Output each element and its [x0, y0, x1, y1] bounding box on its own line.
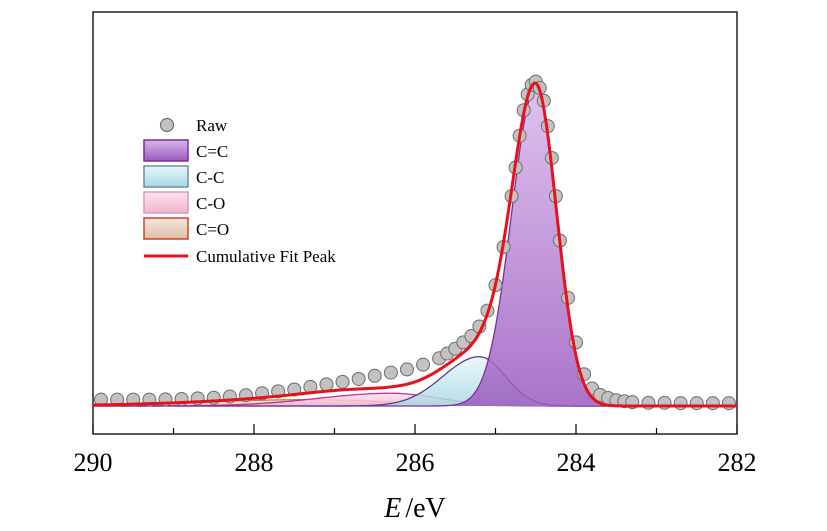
fit-components: [93, 87, 737, 407]
x-axis-ticks: 290 288 286 284 282: [74, 424, 757, 477]
legend-co-double-swatch: [143, 217, 189, 240]
legend-cc-single-swatch: [143, 165, 189, 188]
component-cc-double-outline: [93, 87, 737, 407]
raw-point: [335, 374, 350, 389]
raw-points: [94, 74, 736, 411]
raw-point: [673, 396, 688, 411]
cumulative-fit-layer: [93, 81, 737, 408]
raw-point: [399, 362, 414, 377]
legend-cc-double-label: C=C: [196, 142, 228, 161]
x-tick-label: 284: [557, 448, 596, 477]
x-tick-label: 288: [235, 448, 274, 477]
legend-co-single-label: C-O: [196, 194, 225, 213]
raw-point: [383, 365, 398, 380]
x-tick-label: 282: [718, 448, 757, 477]
legend-raw-marker: [159, 117, 175, 133]
x-tick-label: 290: [74, 448, 113, 477]
raw-point: [319, 377, 334, 392]
raw-point: [416, 357, 431, 372]
legend-raw-label: Raw: [196, 116, 228, 135]
legend: Raw C=C C-C C-O C=O Cumulative Fit Peak: [143, 116, 336, 266]
legend-cc-single-label: C-C: [196, 168, 224, 187]
plot-frame: [92, 11, 738, 435]
legend-cumulative-label: Cumulative Fit Peak: [196, 247, 336, 266]
cumulative-fit-line: [93, 81, 737, 408]
legend-co-double-label: C=O: [196, 220, 229, 239]
raw-point: [721, 396, 736, 411]
raw-point: [689, 396, 704, 411]
legend-co-single-swatch: [143, 191, 189, 214]
component-cc-double-area: [93, 88, 737, 406]
raw-point: [351, 371, 366, 386]
raw-point: [367, 368, 382, 383]
x-axis-title-unit: /eV: [405, 493, 445, 524]
x-tick-label: 286: [396, 448, 435, 477]
raw-point: [110, 392, 125, 407]
raw-point: [705, 396, 720, 411]
x-axis-title: E/eV: [383, 493, 446, 524]
legend-cc-double-swatch: [143, 139, 189, 162]
x-axis-title-symbol: E: [383, 493, 401, 524]
